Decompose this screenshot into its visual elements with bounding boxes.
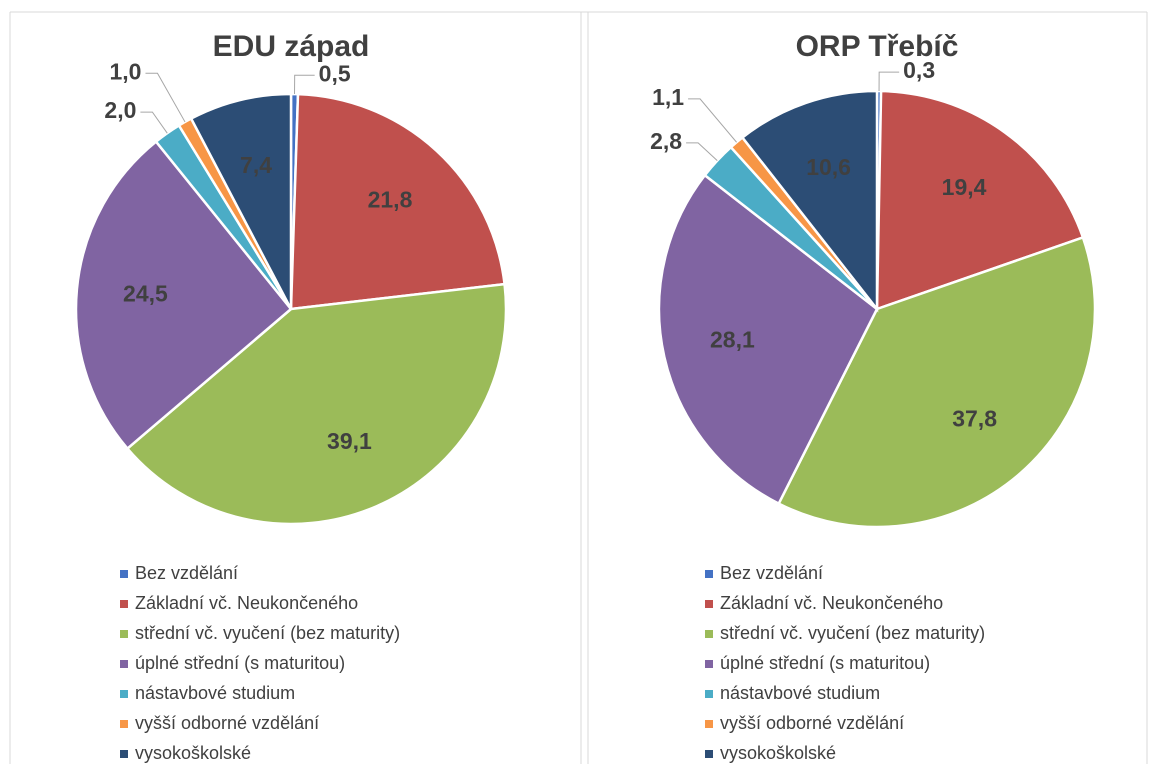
legend-label: vysokoškolské <box>720 743 836 763</box>
leader-line <box>686 142 718 162</box>
legend-label: vysokoškolské <box>135 743 251 763</box>
leader-line <box>878 71 900 92</box>
legend-swatch <box>120 720 128 728</box>
legend-label: Základní vč. Neukončeného <box>135 593 358 613</box>
pie-slice <box>189 92 293 310</box>
value-label: 37,8 <box>952 406 997 432</box>
value-label: 1,0 <box>109 58 141 84</box>
leader-line <box>688 98 737 143</box>
leader-line <box>145 72 186 123</box>
value-label: 24,5 <box>123 281 168 307</box>
value-label: 19,4 <box>942 174 987 200</box>
legend-swatch <box>120 630 128 638</box>
legend-swatch <box>120 600 128 608</box>
legend-label: střední vč. vyučení (bez maturity) <box>720 623 985 643</box>
legend-label: úplné střední (s maturitou) <box>135 653 345 673</box>
value-label: 1,1 <box>652 84 684 110</box>
legend-label: nástavbové studium <box>135 683 295 703</box>
pie-slice <box>125 282 508 526</box>
legend-label: Bez vzdělání <box>720 563 823 583</box>
legend-swatch <box>705 660 713 668</box>
legend-swatch <box>120 690 128 698</box>
legend-label: střední vč. vyučení (bez maturity) <box>135 623 400 643</box>
value-label: 10,6 <box>806 154 851 180</box>
pie-slice <box>74 139 293 451</box>
legend-label: Základní vč. Neukončeného <box>720 593 943 613</box>
value-label: 0,3 <box>903 57 935 83</box>
legend-label: vyšší odborné vzdělání <box>720 713 904 733</box>
value-label: 0,5 <box>319 60 351 86</box>
chart-title: ORP Třebíč <box>796 30 959 63</box>
legend-swatch <box>705 750 713 758</box>
legend-label: vyšší odborné vzdělání <box>135 713 319 733</box>
legend-swatch <box>705 600 713 608</box>
legend-swatch <box>120 750 128 758</box>
legend-label: úplné střední (s maturitou) <box>720 653 930 673</box>
legend-swatch <box>705 690 713 698</box>
legend-swatch <box>120 570 128 578</box>
legend-label: Bez vzdělání <box>135 563 238 583</box>
pie-slice <box>289 92 506 311</box>
pie-slice <box>657 173 879 506</box>
legend-swatch <box>705 630 713 638</box>
value-label: 28,1 <box>710 327 755 353</box>
leader-line <box>294 74 315 95</box>
legend-swatch <box>120 660 128 668</box>
value-label: 21,8 <box>368 186 413 212</box>
value-label: 2,8 <box>650 128 682 154</box>
legend-label: nástavbové studium <box>720 683 880 703</box>
value-label: 7,4 <box>240 152 272 178</box>
legend-swatch <box>705 720 713 728</box>
pie-slice <box>777 235 1097 529</box>
pie-slice <box>740 89 879 313</box>
leader-line <box>140 111 168 134</box>
legend-swatch <box>705 570 713 578</box>
chart-title: EDU západ <box>213 30 370 63</box>
value-label: 2,0 <box>104 97 136 123</box>
value-label: 39,1 <box>327 428 372 454</box>
